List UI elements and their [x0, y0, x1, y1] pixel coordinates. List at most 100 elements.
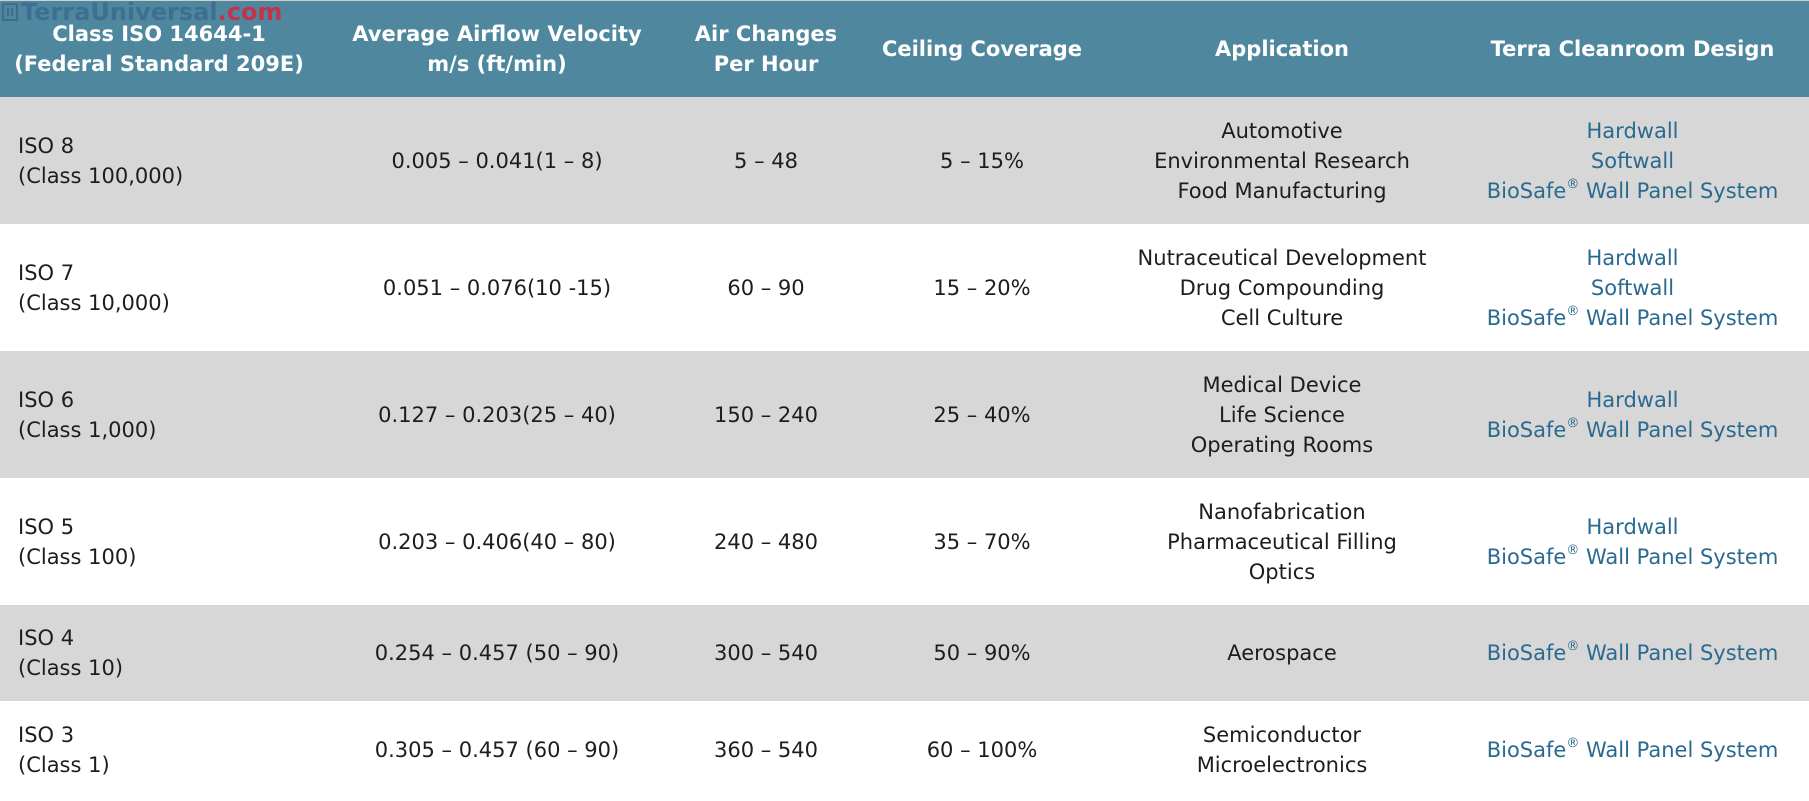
application-cell: Aerospace — [1108, 605, 1456, 701]
fed-standard-class: (Class 1) — [18, 752, 110, 777]
biosafe-link[interactable]: BioSafe® Wall Panel System — [1464, 415, 1801, 445]
application-item: Food Manufacturing — [1177, 178, 1387, 203]
iso-class-cell: ISO 5 (Class 100) — [0, 478, 318, 605]
iso-class-cell: ISO 4 (Class 10) — [0, 605, 318, 701]
air-changes-cell: 240 – 480 — [676, 478, 856, 605]
ceiling-coverage-cell: 25 – 40% — [856, 351, 1108, 478]
fed-standard-class: (Class 10) — [18, 656, 124, 680]
application-item: Microelectronics — [1196, 752, 1368, 777]
application-item: Nanofabrication — [1198, 499, 1366, 524]
biosafe-label: BioSafe — [1486, 737, 1567, 762]
application-cell: Automotive Environmental Research Food M… — [1108, 97, 1456, 224]
header-airflow-line2: m/s (ft/min) — [427, 52, 567, 76]
terra-logo-icon — [2, 3, 18, 21]
header-iso-class: Class ISO 14644-1 (Federal Standard 209E… — [0, 0, 318, 97]
iso-class: ISO 4 — [18, 626, 75, 650]
biosafe-link[interactable]: BioSafe® Wall Panel System — [1464, 542, 1801, 572]
watermark-domain: .com — [217, 0, 283, 26]
table-row: ISO 6 (Class 1,000) 0.127 – 0.203(25 – 4… — [0, 351, 1809, 478]
application-item: Operating Rooms — [1190, 432, 1374, 457]
airflow-velocity-cell: 0.127 – 0.203(25 – 40) — [318, 351, 676, 478]
design-cell: BioSafe® Wall Panel System — [1456, 605, 1809, 701]
header-application: Application — [1108, 0, 1456, 97]
design-cell: Hardwall Softwall BioSafe® Wall Panel Sy… — [1456, 224, 1809, 351]
biosafe-label: BioSafe — [1486, 641, 1567, 665]
application-item: Automotive — [1221, 118, 1343, 143]
watermark-name: TerraUniversal — [21, 0, 218, 26]
panel-label: Wall Panel System — [1579, 305, 1779, 330]
iso-class-cell: ISO 8 (Class 100,000) — [0, 97, 318, 224]
air-changes-cell: 60 – 90 — [676, 224, 856, 351]
airflow-velocity-cell: 0.254 – 0.457 (50 – 90) — [318, 605, 676, 701]
application-cell: Medical Device Life Science Operating Ro… — [1108, 351, 1456, 478]
application-cell: Nutraceutical Development Drug Compoundi… — [1108, 224, 1456, 351]
ceiling-coverage-cell: 35 – 70% — [856, 478, 1108, 605]
registered-mark: ® — [1566, 735, 1580, 751]
design-cell: Hardwall Softwall BioSafe® Wall Panel Sy… — [1456, 97, 1809, 224]
application-cell: Semiconductor Microelectronics — [1108, 701, 1456, 798]
iso-class-cell: ISO 7 (Class 10,000) — [0, 224, 318, 351]
iso-class: ISO 5 — [18, 514, 75, 539]
panel-label: Wall Panel System — [1579, 737, 1779, 762]
design-cell: BioSafe® Wall Panel System — [1456, 701, 1809, 798]
application-cell: Nanofabrication Pharmaceutical Filling O… — [1108, 478, 1456, 605]
biosafe-link[interactable]: BioSafe® Wall Panel System — [1464, 303, 1801, 333]
biosafe-label: BioSafe — [1486, 544, 1567, 569]
application-item: Life Science — [1219, 402, 1345, 427]
terra-universal-watermark: TerraUniversal .com — [2, 0, 282, 24]
iso-class: ISO 8 — [18, 133, 75, 158]
application-item: Optics — [1248, 559, 1316, 584]
fed-standard-class: (Class 1,000) — [18, 417, 157, 442]
application-item: Pharmaceutical Filling — [1167, 529, 1397, 554]
header-terra-design: Terra Cleanroom Design — [1456, 0, 1809, 97]
panel-label: Wall Panel System — [1579, 417, 1779, 442]
ceiling-coverage-cell: 60 – 100% — [856, 701, 1108, 798]
design-cell: Hardwall BioSafe® Wall Panel System — [1456, 351, 1809, 478]
table-row: ISO 5 (Class 100) 0.203 – 0.406(40 – 80)… — [0, 478, 1809, 605]
fed-standard-class: (Class 10,000) — [18, 290, 170, 315]
registered-mark: ® — [1566, 415, 1580, 431]
iso-class: ISO 6 — [18, 387, 75, 412]
panel-label: Wall Panel System — [1579, 544, 1779, 569]
ceiling-coverage-cell: 5 – 15% — [856, 97, 1108, 224]
panel-label: Wall Panel System — [1579, 641, 1779, 665]
table-row: ISO 4 (Class 10) 0.254 – 0.457 (50 – 90)… — [0, 605, 1809, 701]
table-row: ISO 8 (Class 100,000) 0.005 – 0.041(1 – … — [0, 97, 1809, 224]
hardwall-link[interactable]: Hardwall — [1586, 245, 1679, 270]
softwall-link[interactable]: Softwall — [1590, 275, 1675, 300]
iso-class-cell: ISO 3 (Class 1) — [0, 701, 318, 798]
application-item: Semiconductor — [1202, 722, 1362, 747]
header-air-changes: Air Changes Per Hour — [676, 0, 856, 97]
header-air-changes-line1: Air Changes — [694, 22, 838, 46]
application-item: Medical Device — [1202, 372, 1362, 397]
registered-mark: ® — [1566, 639, 1580, 654]
biosafe-link[interactable]: BioSafe® Wall Panel System — [1464, 176, 1801, 206]
biosafe-label: BioSafe — [1486, 178, 1567, 203]
hardwall-link[interactable]: Hardwall — [1586, 387, 1679, 412]
biosafe-link[interactable]: BioSafe® Wall Panel System — [1464, 735, 1801, 765]
hardwall-link[interactable]: Hardwall — [1586, 514, 1679, 539]
header-ceiling-coverage: Ceiling Coverage — [856, 0, 1108, 97]
panel-label: Wall Panel System — [1579, 178, 1779, 203]
table-row: ISO 7 (Class 10,000) 0.051 – 0.076(10 -1… — [0, 224, 1809, 351]
iso-class: ISO 3 — [18, 722, 75, 747]
header-air-changes-line2: Per Hour — [713, 52, 819, 76]
application-item: Cell Culture — [1220, 305, 1344, 330]
header-iso-class-line1: Class ISO 14644-1 — [52, 22, 266, 46]
air-changes-cell: 360 – 540 — [676, 701, 856, 798]
biosafe-label: BioSafe — [1486, 417, 1567, 442]
header-airflow-velocity: Average Airflow Velocity m/s (ft/min) — [318, 0, 676, 97]
fed-standard-class: (Class 100) — [18, 544, 137, 569]
application-item: Aerospace — [1227, 641, 1337, 665]
airflow-velocity-cell: 0.005 – 0.041(1 – 8) — [318, 97, 676, 224]
design-cell: Hardwall BioSafe® Wall Panel System — [1456, 478, 1809, 605]
hardwall-link[interactable]: Hardwall — [1586, 118, 1679, 143]
airflow-velocity-cell: 0.051 – 0.076(10 -15) — [318, 224, 676, 351]
biosafe-link[interactable]: BioSafe® Wall Panel System — [1464, 638, 1801, 668]
softwall-link[interactable]: Softwall — [1590, 148, 1675, 173]
air-changes-cell: 150 – 240 — [676, 351, 856, 478]
header-airflow-line1: Average Airflow Velocity — [352, 22, 642, 46]
registered-mark: ® — [1566, 542, 1580, 558]
